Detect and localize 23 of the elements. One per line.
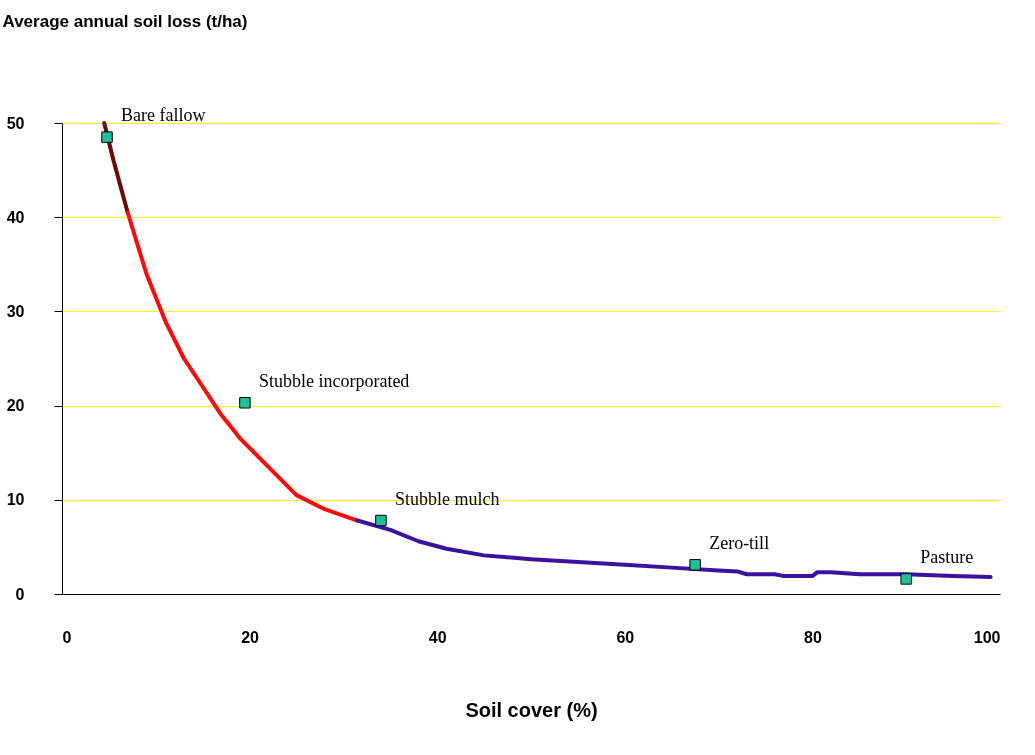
y-axis-title: Average annual soil loss (t/ha)	[2, 11, 248, 31]
x-tick-label: 40	[428, 628, 447, 646]
x-tick-label: 60	[616, 628, 635, 646]
annotation: Stubble incorporated	[258, 370, 410, 391]
y-tick-label: 50	[6, 114, 25, 132]
point	[900, 573, 912, 585]
point	[239, 397, 251, 409]
annotation: Bare fallow	[121, 105, 206, 126]
point	[375, 514, 387, 527]
annotation: Zero-till	[709, 532, 770, 553]
y-tick-label: 40	[6, 208, 25, 226]
point	[689, 559, 701, 571]
y-tick-label: 10	[6, 491, 25, 509]
x-tick-label: 0	[62, 628, 72, 646]
y-tick-label: 30	[6, 302, 25, 320]
x-axis-title: Soil cover (%)	[465, 698, 598, 721]
y-tick-label: 20	[6, 397, 25, 415]
x-tick-label: 20	[241, 628, 260, 646]
y-tick-label: 0	[15, 585, 25, 603]
point	[101, 131, 113, 143]
annotation: Pasture	[920, 546, 974, 567]
x-tick-label: 80	[804, 628, 822, 646]
x-tick-label: 100	[973, 628, 1001, 646]
